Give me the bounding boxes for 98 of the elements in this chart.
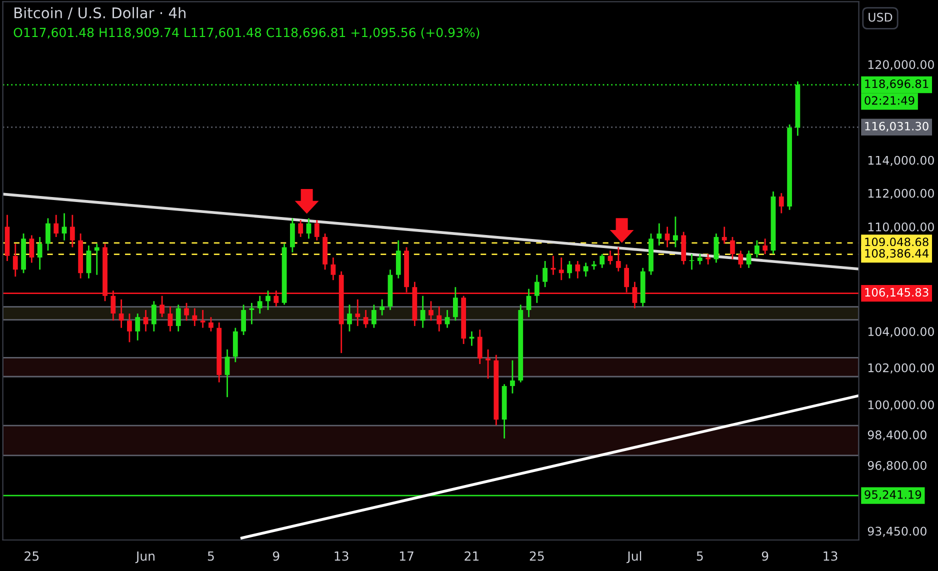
candlestick <box>738 250 744 269</box>
y-tick-label: 93,450.00 <box>868 526 926 537</box>
candlestick <box>135 312 140 342</box>
candlestick <box>184 302 189 322</box>
ref-line-label: 108,386.44 <box>865 249 929 259</box>
x-tick-label: 5 <box>696 551 703 561</box>
x-tick-label: Jun <box>135 551 154 564</box>
y-tick-label: 120,000.00 <box>868 60 934 70</box>
candlestick <box>714 232 719 264</box>
candlestick <box>127 312 132 343</box>
candlestick <box>330 256 336 281</box>
candlestick <box>168 306 173 332</box>
candlestick <box>12 243 18 278</box>
ref-line-label: 118,696.81 <box>865 79 928 90</box>
candlestick <box>249 302 254 325</box>
candlestick <box>477 328 482 365</box>
candlestick <box>689 253 694 270</box>
x-tick-label: 9 <box>762 551 768 561</box>
candlestick <box>722 226 727 244</box>
y-tick-label: 114,000.00 <box>868 156 934 166</box>
candlestick <box>363 309 368 329</box>
candlestick <box>314 219 320 242</box>
y-tick-label: 104,000.00 <box>868 327 934 338</box>
candlestick <box>420 295 426 329</box>
x-tick-label: Jul <box>626 551 642 564</box>
y-tick-label: 100,000.00 <box>868 400 934 410</box>
candlestick <box>616 246 621 272</box>
candlestick <box>298 219 304 238</box>
candlestick <box>583 262 588 278</box>
x-tick-label: 9 <box>272 551 280 561</box>
text: 02:21:49 <box>864 96 914 105</box>
candlestick <box>730 236 735 260</box>
x-tick-label: 25 <box>530 551 544 561</box>
candlestick <box>746 250 752 269</box>
candlestick <box>86 244 92 280</box>
candlestick <box>224 348 230 398</box>
candlestick <box>151 300 156 332</box>
y-tick-label: 110,000.00 <box>868 222 934 233</box>
candlestick <box>371 304 376 329</box>
candlestick <box>200 309 206 329</box>
candlestick <box>762 238 768 255</box>
candlestick <box>160 295 165 318</box>
x-tick-label: 13 <box>334 551 348 561</box>
ref-line-label: 106,145.83 <box>865 288 928 298</box>
ref-line-label: 116,031.30 <box>865 122 928 132</box>
candlestick <box>241 304 246 336</box>
ref-line-label: 95,241.19 <box>864 490 922 500</box>
y-tick-label: 112,000.00 <box>868 188 934 199</box>
text: O117,601.48 H118,909.74 L117,601.48 C118,696.81 +1,095.56 (+0.93%) <box>14 28 480 39</box>
candlestick <box>143 309 148 332</box>
candlestick <box>558 256 564 281</box>
candlestick <box>526 288 532 318</box>
text: USD <box>868 12 892 22</box>
candlestick <box>600 253 605 269</box>
candlestick <box>575 260 580 280</box>
candlestick <box>118 298 124 329</box>
candlestick <box>664 226 670 248</box>
x-tick-label: 13 <box>824 551 838 561</box>
x-tick-label: 25 <box>24 551 39 561</box>
candlestick <box>355 298 360 327</box>
candlestick <box>257 295 262 314</box>
candlestick <box>266 290 270 311</box>
y-tick-label: 102,000.00 <box>868 363 934 374</box>
candlestick <box>290 218 295 254</box>
candlestick <box>444 309 450 329</box>
x-tick-label: 21 <box>464 551 479 561</box>
y-tick-label: 98,400.00 <box>868 430 926 441</box>
candlestick <box>567 260 572 280</box>
candlestick <box>29 234 34 264</box>
candlestick <box>70 214 75 248</box>
candlestick <box>208 316 214 332</box>
candlestick <box>706 253 710 266</box>
candlestick <box>380 298 385 316</box>
candlestick <box>176 304 181 332</box>
chart-title: Bitcoin / U.S. Dollar · 4h <box>14 7 186 20</box>
candlestick <box>452 286 458 322</box>
candlestick <box>94 243 100 276</box>
candlestick <box>534 274 540 304</box>
y-tick-label: 96,800.00 <box>868 461 926 472</box>
ref-line-label: 109,048.68 <box>865 238 928 248</box>
candlestick <box>54 214 59 238</box>
candlestick <box>673 216 678 248</box>
x-tick-label: 5 <box>208 551 214 561</box>
candlestick <box>192 308 198 327</box>
x-tick-label: 17 <box>400 551 414 561</box>
candlestick <box>542 260 548 288</box>
candlestick <box>37 236 42 270</box>
candlestick <box>486 348 490 380</box>
candlestick <box>754 240 760 258</box>
candlestick <box>436 306 442 332</box>
candlestick <box>428 300 434 322</box>
candlestick <box>306 218 312 240</box>
candlestick <box>46 218 50 252</box>
candlestick <box>347 304 352 332</box>
candlestick <box>778 192 784 214</box>
candlestick <box>656 222 662 246</box>
candlestick <box>510 360 515 394</box>
candlestick <box>697 253 702 266</box>
